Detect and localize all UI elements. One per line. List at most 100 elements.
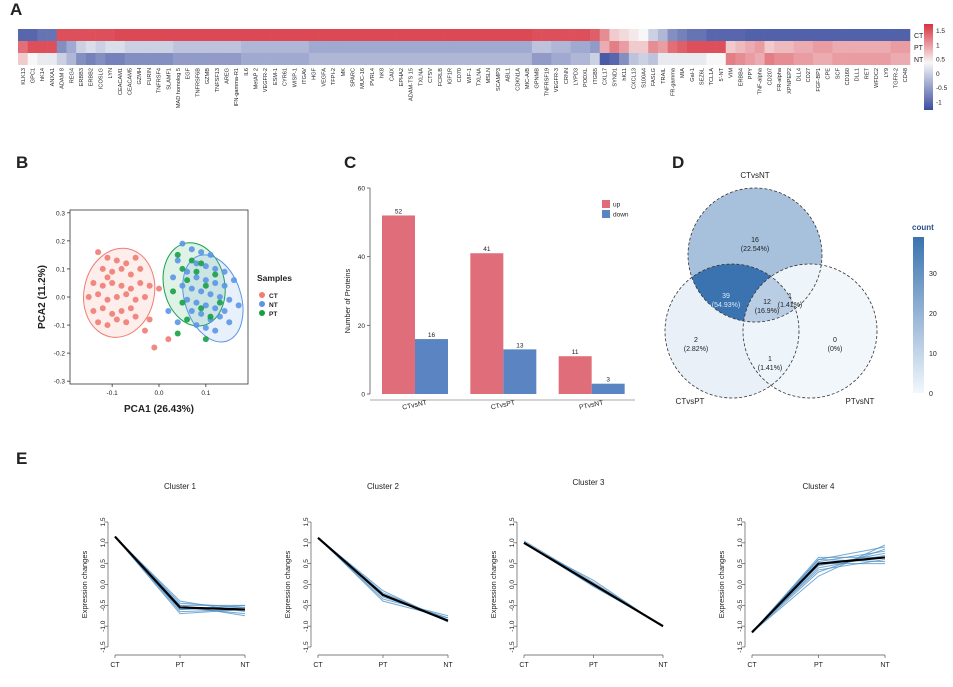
cluster-4-y-tick-label: -1.5 bbox=[737, 641, 744, 653]
venn-count-a: 16 bbox=[751, 237, 759, 244]
heatmap-cell bbox=[231, 53, 242, 65]
heatmap-cell bbox=[27, 41, 38, 53]
heatmap-cell bbox=[405, 53, 416, 65]
heatmap-cell bbox=[85, 53, 96, 65]
heatmap-cell bbox=[822, 53, 833, 65]
venn-pct-c: (0%) bbox=[828, 346, 843, 353]
panel-label-c: C bbox=[344, 153, 357, 172]
cluster-2-title: Cluster 2 bbox=[367, 482, 400, 491]
heatmap-column-label: FGF-BP1 bbox=[816, 68, 822, 92]
heatmap-column-label: CYR61 bbox=[283, 68, 289, 86]
bar-category-label: CTvsNT bbox=[402, 400, 428, 412]
heatmap-cell bbox=[367, 53, 378, 65]
bar-legend-swatch-down bbox=[602, 210, 610, 218]
heatmap-cell bbox=[483, 53, 494, 65]
heatmap-cell bbox=[464, 29, 474, 41]
heatmap-cell bbox=[134, 29, 145, 41]
pca-point-ct bbox=[118, 308, 125, 315]
heatmap-cell bbox=[687, 29, 697, 41]
pca-legend-marker-pt bbox=[259, 310, 265, 316]
venn-clip-group bbox=[743, 264, 799, 322]
cluster-1-title: Cluster 1 bbox=[164, 482, 197, 491]
heatmap-cell bbox=[279, 53, 290, 65]
pca-panel: 0.3 0.2 0.1 0.0 -0.1 -0.2 -0.3 -0.1 0.0 0.1 PCA1 (… bbox=[0, 150, 330, 430]
heatmap-column-label: PVRL4 bbox=[370, 68, 376, 86]
heatmap-cell bbox=[221, 41, 232, 53]
cluster-2-member-line bbox=[317, 537, 449, 619]
heatmap-cell bbox=[95, 29, 106, 41]
heatmap-cell bbox=[376, 53, 387, 65]
heatmap-cell bbox=[114, 53, 125, 65]
heatmap-row-label: CT bbox=[914, 33, 924, 40]
bar-category-label: PTvsNT bbox=[579, 400, 604, 412]
heatmap-cell bbox=[241, 41, 251, 53]
heatmap-cell bbox=[541, 29, 552, 41]
panel-label-a: A bbox=[10, 0, 23, 19]
heatmap-cell bbox=[861, 53, 872, 65]
heatmap-cell bbox=[502, 29, 513, 41]
heatmap-legend-tick: 0 bbox=[936, 71, 940, 78]
cluster-3-y-tick-label: 1.0 bbox=[509, 538, 516, 547]
pca-point-ct bbox=[127, 271, 134, 278]
pca-point-nt bbox=[235, 302, 242, 309]
heatmap-cell bbox=[415, 41, 426, 53]
heatmap-cell bbox=[173, 53, 184, 65]
pca-x-tick-label: 0.1 bbox=[201, 390, 210, 397]
heatmap-column-label: ITGAV bbox=[302, 68, 308, 85]
heatmap-cell bbox=[95, 41, 106, 53]
bar-legend-label: up bbox=[613, 202, 621, 209]
heatmap-cell bbox=[493, 41, 504, 53]
pca-point-ct bbox=[109, 268, 116, 275]
heatmap-column-label: FASLG bbox=[651, 68, 657, 86]
cluster-2-member-line bbox=[317, 537, 449, 617]
heatmap-column-label: MIC-A/B bbox=[525, 68, 531, 89]
pca-point-ct bbox=[132, 254, 139, 261]
cluster-3-y-tick-label: -0.5 bbox=[509, 599, 516, 611]
heatmap-cell bbox=[599, 29, 610, 41]
heatmap-cell bbox=[657, 29, 668, 41]
bar-value-label: 13 bbox=[516, 342, 524, 349]
heatmap-panel: CT PT NT KLK13 GPC1 hK14 ANXA1 ADAM 8 REG4 ERBB3 E… bbox=[0, 0, 953, 150]
heatmap-cell bbox=[880, 29, 891, 41]
venn-set-label-ctvspt: CTvsPT bbox=[676, 397, 705, 406]
pca-point-ct bbox=[104, 274, 111, 281]
heatmap-column-label: ERBB3 bbox=[79, 68, 85, 86]
cluster-3-x-tick-label: NT bbox=[658, 662, 668, 669]
heatmap-column-label: TNFRSF4 bbox=[157, 68, 163, 93]
heatmap-column-label: MSLN bbox=[486, 68, 492, 84]
heatmap-cell bbox=[735, 53, 746, 65]
heatmap-legend-tick: 1.5 bbox=[936, 28, 945, 35]
heatmap-cell bbox=[425, 29, 436, 41]
venn-pct-ac: (1.41%) bbox=[778, 302, 803, 309]
heatmap-cell bbox=[444, 41, 455, 53]
heatmap-column-label: Gal-1 bbox=[690, 68, 696, 82]
heatmap-cell bbox=[628, 29, 639, 41]
heatmap-column-label: CXCL13 bbox=[632, 68, 638, 89]
heatmap-cell bbox=[522, 53, 533, 65]
heatmap-cell bbox=[37, 41, 48, 53]
heatmap-cell bbox=[279, 41, 290, 53]
cluster-3-x-tick-label: CT bbox=[519, 662, 529, 669]
heatmap-cell bbox=[386, 53, 397, 65]
pca-point-nt bbox=[193, 322, 200, 329]
bar-value-label: 52 bbox=[395, 208, 403, 215]
heatmap-cell bbox=[793, 29, 804, 41]
pca-point-ct bbox=[85, 294, 92, 300]
pca-point-ct bbox=[90, 308, 97, 315]
bar-down-ctvsnt bbox=[415, 339, 448, 394]
heatmap-cell bbox=[173, 29, 184, 41]
heatmap-column-label: ERBB2 bbox=[89, 68, 95, 86]
heatmap-column-label: TNFRSF19 bbox=[544, 68, 550, 96]
bar-up-ctvsnt bbox=[382, 215, 415, 394]
heatmap-column-label: DLL1 bbox=[855, 68, 861, 81]
heatmap-column-label: TNF-alpha bbox=[758, 67, 764, 94]
heatmap-cell bbox=[861, 41, 872, 53]
heatmap-cell bbox=[464, 53, 474, 65]
heatmap-svg: CT PT NT KLK13 GPC1 hK14 ANXA1 ADAM 8 REG4 ERBB3 E… bbox=[18, 24, 948, 110]
heatmap-cell bbox=[37, 53, 48, 65]
heatmap-column-label: ANXA1 bbox=[50, 68, 56, 86]
heatmap-column-label: RET bbox=[864, 67, 870, 79]
heatmap-cell bbox=[221, 53, 232, 65]
heatmap-cell bbox=[405, 41, 416, 53]
pca-point-nt bbox=[216, 313, 223, 320]
